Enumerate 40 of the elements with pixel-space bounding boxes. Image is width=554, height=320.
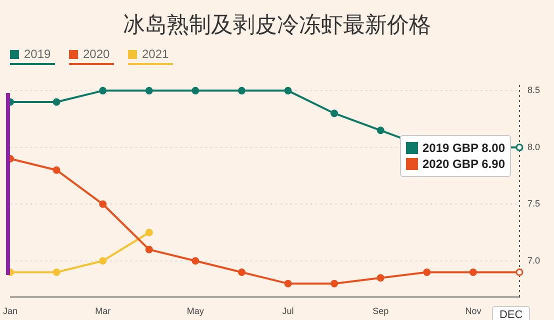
point	[145, 228, 153, 236]
annotation: 2020 GBP 6.90	[422, 157, 505, 172]
annotation: 2019 GBP 8.00	[422, 141, 505, 156]
point	[145, 246, 153, 254]
x-tick-label: Jul	[282, 306, 294, 316]
point	[330, 110, 338, 118]
point	[376, 126, 384, 134]
x-tick-label: Mar	[95, 306, 111, 316]
point	[52, 268, 60, 276]
point	[52, 98, 60, 106]
x-tick-label: May	[186, 306, 204, 316]
x-tick-label: Nov	[465, 306, 482, 316]
legend-label: 2020	[83, 47, 110, 61]
x-tick-label: Jan	[3, 306, 18, 316]
point	[330, 280, 338, 288]
point	[192, 86, 200, 94]
point	[99, 257, 107, 265]
x-tick-label: Sep	[372, 306, 389, 316]
y-tick-label: 8.0	[527, 142, 540, 152]
point	[52, 166, 60, 174]
point	[284, 280, 292, 288]
legend-label: 2019	[24, 47, 51, 61]
point	[516, 268, 524, 276]
y-tick-label: 8.5	[527, 85, 540, 96]
x-tick-label: DEC	[492, 306, 530, 320]
point	[376, 274, 384, 282]
point	[469, 268, 477, 276]
point	[145, 86, 153, 94]
legend-label: 2021	[142, 47, 169, 61]
chart-title: 冰岛熟制及剥皮冷冻虾最新价格	[122, 12, 432, 40]
point	[99, 86, 107, 94]
point	[516, 144, 524, 152]
y-tick-label: 7.5	[527, 198, 540, 209]
y-tick-label: 7.0	[527, 255, 540, 266]
point	[238, 268, 246, 276]
point	[99, 200, 107, 208]
point	[192, 257, 200, 265]
point	[284, 86, 292, 94]
point	[423, 268, 431, 276]
point	[238, 86, 246, 94]
